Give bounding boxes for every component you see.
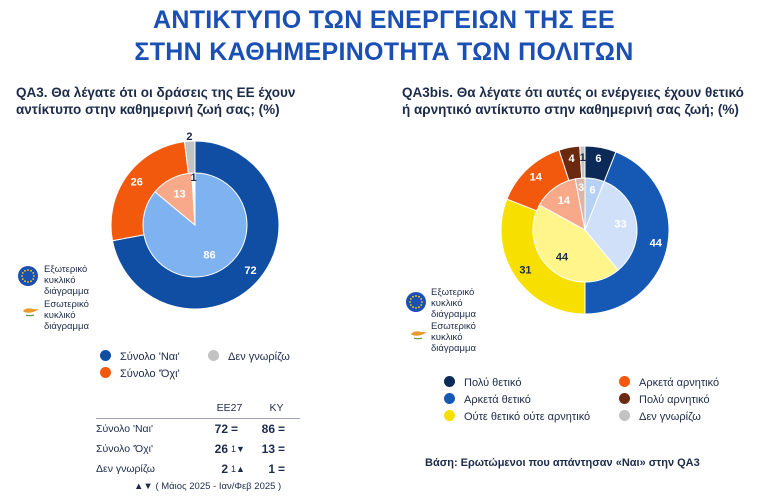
eu-flag-icon — [406, 292, 426, 312]
left-donut-chart: 72 26 2 86 13 1 — [110, 131, 280, 310]
outer-ring-data-label-2: 2 — [186, 131, 192, 143]
right-chart-title: QA3bis. Θα λέγατε ότι αυτές οι ενέργειες… — [402, 85, 744, 117]
legend-item-neutral: Ούτε θετικό ούτε αρνητικό — [444, 410, 590, 423]
cy-change: = — [275, 418, 300, 439]
table-row: Σύνολο 'Ναι' 72 = 86 = — [96, 418, 300, 439]
row-label: Σύνολο 'Όχι' — [96, 443, 153, 455]
inner-ring-slice-2 — [191, 172, 196, 226]
inner-ring-data-label-2: 44 — [556, 252, 569, 264]
column-header-eu27: ΕΕ27 — [216, 402, 243, 414]
inner-ring-data-label-2: 1 — [190, 172, 196, 184]
left-chart-title: QA3. Θα λέγατε ότι οι δράσεις της ΕΕ έχο… — [16, 85, 296, 117]
eu-change: 1▲ — [231, 464, 245, 474]
outer-ring-label-left: Εξωτερικό κυκλικό διάγραμμα — [44, 264, 89, 297]
row-label: Σύνολο 'Ναι' — [96, 418, 206, 439]
outer-ring-data-label-3: 14 — [530, 171, 543, 183]
legend-label: Αρκετά θετικό — [464, 394, 531, 406]
legend-label: Δεν γνωρίζω — [639, 411, 701, 423]
legend-label: Δεν γνωρίζω — [228, 351, 290, 363]
eu-value: 26 — [214, 442, 228, 456]
legend-swatch — [100, 350, 111, 361]
legend-label: Αρκετά αρνητικό — [639, 377, 720, 389]
legend-swatch — [619, 376, 630, 387]
legend-item-very-negative: Πολύ αρνητικό — [619, 393, 710, 406]
legend-swatch — [444, 410, 455, 421]
cyprus-flag-icon — [23, 308, 38, 317]
cyprus-flag-icon — [411, 331, 426, 340]
eu-value: 2 — [221, 462, 228, 476]
legend-label: Σύνολο 'Ναι' — [120, 351, 180, 363]
inner-ring-label-left: Εσωτερικό κυκλικό διάγραμμα — [44, 299, 89, 332]
eu-value: 72 — [206, 418, 228, 439]
legend-label: Σύνολο 'Όχι' — [120, 368, 180, 380]
legend-swatch — [100, 367, 111, 378]
inner-ring-slice-1 — [584, 181, 638, 271]
legend-swatch — [208, 350, 219, 361]
inner-ring-data-label-1: 13 — [173, 189, 185, 201]
legend-swatch — [444, 393, 455, 404]
period-footnote: ▲▼ ( Μάιος 2025 - Ιαν/Φεβ 2025 ) — [134, 481, 282, 492]
outer-ring-data-label-4: 4 — [568, 153, 575, 165]
legend-item-dont-know-right: Δεν γνωρίζω — [619, 410, 701, 423]
outer-ring-data-label-0: 72 — [244, 265, 256, 277]
outer-ring-data-label-5: 1 — [580, 152, 586, 164]
legend-swatch — [444, 376, 455, 387]
legend-item-fairly-negative: Αρκετά αρνητικό — [619, 376, 719, 389]
inner-ring-data-label-1: 33 — [614, 218, 626, 230]
eu-change: 1▼ — [231, 444, 245, 454]
outer-ring-data-label-0: 6 — [595, 153, 601, 165]
inner-ring-slice-4 — [574, 177, 586, 231]
cy-value: 1 — [268, 462, 275, 476]
column-header-cy: ΚΥ — [269, 402, 284, 414]
inner-ring-data-label-3: 14 — [558, 195, 571, 207]
legend-item-ochi: Σύνολο 'Όχι' — [100, 367, 180, 380]
legend-label: Πολύ θετικό — [464, 377, 522, 389]
title-line-2: ΣΤΗΝ ΚΑΘΗΜΕΡΙΝΟΤΗΤΑ ΤΩΝ ΠΟΛΙΤΩΝ — [134, 38, 634, 66]
inner-ring-label-right: Εσωτερικό κυκλικό διάγραμμα — [431, 321, 476, 354]
cy-value: 86 — [253, 418, 275, 439]
legend-item-nai: Σύνολο 'Ναι' — [100, 350, 180, 363]
base-note: Βάση: Ερωτώμενοι που απάντησαν «Ναι» στη… — [425, 457, 700, 469]
comparison-table: ΕΕ27 ΚΥ Σύνολο 'Ναι' 72 = 86 = Σύνολο 'Ό… — [96, 398, 300, 479]
outer-ring-label-right: Εξωτερικό κυκλικό διάγραμμα — [431, 287, 476, 320]
outer-ring-data-label-1: 26 — [131, 177, 143, 189]
legend-item-dont-know: Δεν γνωρίζω — [208, 350, 290, 363]
outer-ring-data-label-2: 31 — [519, 264, 531, 276]
outer-ring-data-label-1: 44 — [650, 237, 663, 249]
legend-label: Ούτε θετικό ούτε αρνητικό — [464, 411, 591, 423]
legend-item-fairly-positive: Αρκετά θετικό — [444, 393, 531, 406]
legend-label: Πολύ αρνητικό — [639, 394, 710, 406]
title-line-1: ΑΝΤΙΚΤΥΠΟ ΤΩΝ ΕΝΕΡΓΕΙΩΝ ΤΗΣ ΕΕ — [152, 6, 616, 34]
cy-change: = — [278, 462, 286, 476]
inner-ring-data-label-4: 3 — [578, 182, 584, 194]
legend-item-very-positive: Πολύ θετικό — [444, 376, 521, 389]
cy-value: 13 — [261, 442, 275, 456]
table-row: Σύνολο 'Όχι' 26 1▼ 13 = — [96, 439, 300, 459]
inner-ring-data-label-0: 6 — [589, 185, 595, 197]
legend-swatch — [619, 410, 630, 421]
table-row: Δεν γνωρίζω 2 1▲ 1 = — [96, 459, 300, 479]
inner-ring-slice-2 — [532, 204, 619, 283]
eu-change: = — [228, 418, 253, 439]
inner-ring-data-label-0: 86 — [203, 250, 215, 262]
eu-flag-icon — [18, 266, 38, 286]
cy-change: = — [278, 442, 286, 456]
inner-ring-slice-0 — [142, 172, 248, 278]
row-label: Δεν γνωρίζω — [96, 463, 155, 475]
legend-swatch — [619, 393, 630, 404]
